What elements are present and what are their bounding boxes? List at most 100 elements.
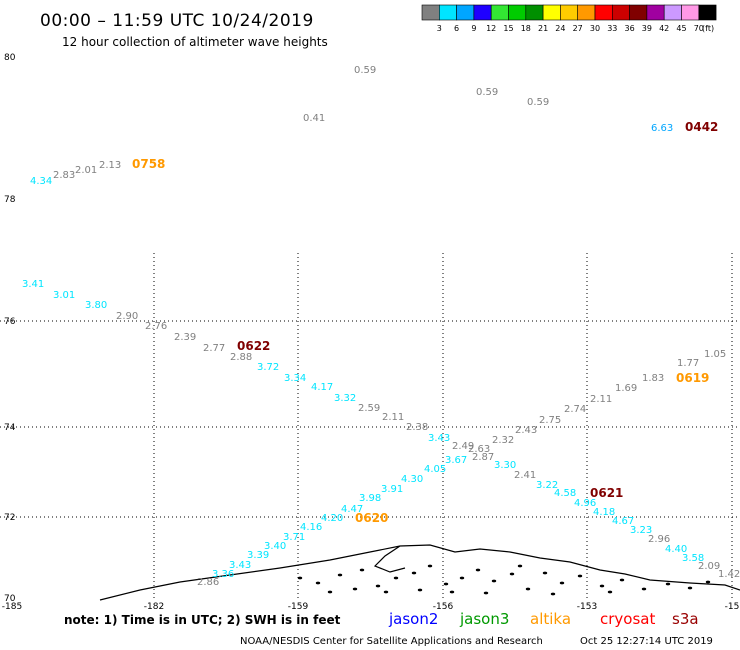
wave-height-label: 3.43 — [229, 560, 251, 571]
wave-height-label: 2.63 — [468, 444, 490, 455]
wave-height-label: 4.96 — [574, 498, 596, 509]
island-mark — [542, 571, 548, 575]
wave-height-label: 2.76 — [145, 321, 167, 332]
wave-height-label: 4.20 — [321, 513, 343, 524]
colorbar-unit: (ft) — [702, 24, 714, 33]
wave-height-label: 3.36 — [212, 569, 234, 580]
wave-height-label: 3.34 — [284, 373, 306, 384]
wave-height-label: 0.59 — [527, 97, 549, 108]
y-tick-label: 78 — [4, 195, 16, 205]
coastline-path — [99, 544, 740, 601]
wave-height-label: 4.40 — [665, 544, 687, 555]
wave-height-label: 2.77 — [203, 343, 225, 354]
island-mark — [383, 590, 389, 594]
island-mark — [375, 584, 381, 588]
colorbar-tick-label: 18 — [521, 24, 531, 33]
colorbar-swatch — [577, 4, 596, 21]
island-mark — [619, 578, 625, 582]
island-mark — [607, 590, 613, 594]
colorbar-swatch — [663, 4, 682, 21]
colorbar-swatch — [490, 4, 509, 21]
island-mark — [315, 581, 321, 585]
colorbar-swatch — [629, 4, 648, 21]
wave-height-label: 3.30 — [494, 460, 516, 471]
colorbar-swatch — [698, 4, 717, 21]
island-mark — [417, 588, 423, 592]
wave-height-label: 3.39 — [247, 550, 269, 561]
island-mark — [517, 564, 523, 568]
island-mark — [491, 579, 497, 583]
x-tick-label: -182 — [144, 602, 164, 612]
wave-height-label: 3.40 — [264, 541, 286, 552]
island-mark — [427, 564, 433, 568]
x-tick-label: -156 — [433, 602, 454, 612]
island-mark — [449, 590, 455, 594]
wave-height-label: 2.01 — [75, 165, 97, 176]
colorbar-swatch — [611, 4, 630, 21]
satellite-legend-item: s3a — [672, 610, 699, 628]
wave-height-label: 2.75 — [539, 415, 561, 426]
colorbar-tick-label: 6 — [454, 24, 459, 33]
colorbar-swatch — [594, 4, 613, 21]
satellite-legend-item: jason2 — [388, 610, 438, 628]
y-tick-label: 74 — [4, 423, 16, 433]
wave-height-label: 3.67 — [445, 455, 467, 466]
wave-height-label: 3.41 — [22, 279, 44, 290]
wave-height-label: 1.05 — [704, 349, 726, 360]
wave-height-label: 2.49 — [452, 441, 474, 452]
colorbar-tick-label: 42 — [659, 24, 669, 33]
colorbar-swatch — [560, 4, 579, 21]
y-tick-label: 72 — [4, 513, 15, 523]
x-tick-label: -159 — [288, 602, 309, 612]
y-tick-label: 70 — [4, 594, 16, 604]
island-mark — [665, 582, 671, 586]
colorbar-swatch — [421, 4, 440, 21]
pass-time-label: 0621 — [590, 486, 623, 500]
colorbar-tick-label: 3 — [437, 24, 442, 33]
island-mark — [443, 582, 449, 586]
satellite-legend-item: jason3 — [459, 610, 509, 628]
wave-height-label: 4.18 — [593, 507, 615, 518]
wave-height-labels: 4.342.83 2.01 2.13 0758 3.41 3.01 3.80 2.90 2.76… — [22, 65, 740, 588]
island-mark — [327, 590, 333, 594]
colorbar-tick-label: 9 — [471, 24, 476, 33]
chart-subtitle: 12 hour collection of altimeter wave hei… — [62, 35, 328, 49]
wave-height-label: 3.98 — [359, 493, 381, 504]
colorbar-swatch — [681, 4, 700, 21]
island-mark — [525, 587, 531, 591]
island-mark — [459, 576, 465, 580]
colorbar-tick-label: 21 — [538, 24, 548, 33]
wave-height-label: 2.39 — [174, 332, 196, 343]
y-tick-label: 80 — [4, 53, 16, 63]
x-tick-label: -153 — [577, 602, 597, 612]
wave-height-label: 4.17 — [311, 382, 333, 393]
colorbar-tick-label: 27 — [573, 24, 583, 33]
colorbar-tick-label: 24 — [555, 24, 565, 33]
pass-time-label: 0619 — [676, 371, 709, 385]
wave-height-label: 2.86 — [197, 577, 219, 588]
satellite-legend-item: altika — [530, 610, 571, 628]
colorbar-swatch — [525, 4, 544, 21]
wave-height-label: 2.90 — [116, 311, 138, 322]
island-mark — [559, 581, 565, 585]
wave-height-label: 3.23 — [630, 525, 652, 536]
colorbar-swatch — [438, 4, 457, 21]
color-scale-legend: 3 6 9 12 15 18 21 24 27 30 33 36 39 42 45 70(ft) — [421, 4, 717, 33]
colorbar-tick-label: 39 — [642, 24, 652, 33]
wave-height-label: 0.59 — [354, 65, 376, 76]
wave-height-label: 2.11 — [382, 412, 404, 423]
wave-height-label: 1.69 — [615, 383, 637, 394]
wave-height-label: 3.80 — [85, 300, 107, 311]
wave-height-label: 2.83 — [53, 170, 75, 181]
y-tick-label: 76 — [4, 317, 16, 327]
wave-height-label: 2.38 — [406, 422, 428, 433]
wave-height-label: 1.77 — [677, 358, 699, 369]
colorbar-tick-label: 36 — [625, 24, 635, 33]
island-mark — [297, 576, 303, 580]
wave-height-label: 2.32 — [492, 435, 514, 446]
wave-height-label: 4.34 — [30, 176, 52, 187]
wave-height-label: 2.88 — [230, 352, 252, 363]
wave-height-label: 0.41 — [303, 113, 325, 124]
island-mark — [550, 592, 556, 596]
